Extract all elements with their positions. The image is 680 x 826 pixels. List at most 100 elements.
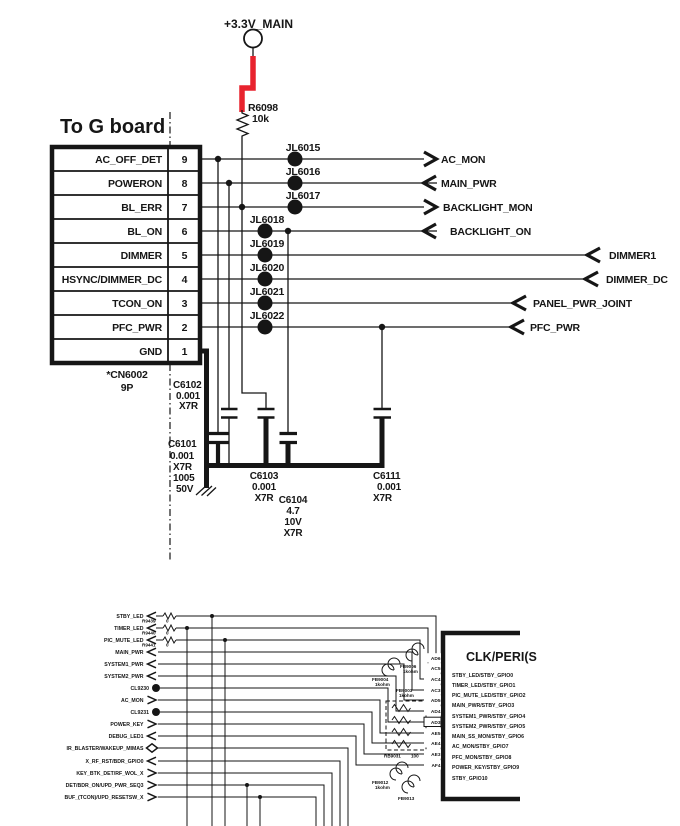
block-pin-label: SYSTEM1_PWR/STBY_GPIO4: [452, 714, 525, 720]
cap-label: X7R: [373, 493, 393, 504]
resistor-value: 0: [166, 619, 169, 624]
jumper-dot-jl6016: [287, 175, 303, 191]
clk-peri-block: CLK/PERI(S STBY_LED/STBY_GPIO0 TIMER_LED…: [423, 630, 537, 802]
resistor-value: 0: [166, 631, 169, 636]
arrow-in-icon: [509, 294, 527, 312]
resistor-symbol: [391, 715, 411, 725]
power-net-label: +3.3V_MAIN: [224, 17, 293, 31]
pin-name: BL_ERR: [121, 202, 162, 214]
arrow-in-icon: [145, 623, 157, 633]
cap-label: 0.001: [377, 482, 402, 493]
bead-ref: FB9003: [396, 688, 413, 693]
connector-size: 9P: [121, 382, 134, 394]
block-pin-designators: AD6 AC5 AC4 AC3 AD5 AD4 AD3 AE5 AE4 AE3 …: [423, 653, 442, 770]
resistor-value: 0: [166, 643, 169, 648]
jumper-ref: JL6019: [250, 238, 285, 250]
connector-ref: *CN6002: [106, 369, 148, 381]
pin-designator: AC4: [431, 677, 441, 683]
cap-symbol-c6111: [373, 407, 391, 419]
resistor-ref: R9440: [142, 631, 156, 636]
jumper-ref: JL6018: [250, 214, 285, 226]
network-value: 100: [411, 754, 419, 759]
block-pin-label: SYSTEM2_PWR/STBY_GPIO5: [452, 724, 525, 730]
pin-number: 2: [182, 322, 188, 334]
block-title: CLK/PERI(S: [466, 650, 537, 664]
ferrite-beads: FB9006 1kohm FB9004 1kohm FB9003 1kohm F…: [372, 642, 425, 801]
resistor-symbol: [391, 739, 411, 749]
signal-label: AC_MON: [121, 698, 144, 704]
jumper-dot-jl6021: [257, 295, 273, 311]
signal-label: PIC_MUTE_LED: [104, 638, 144, 644]
resistor-symbol: [391, 727, 411, 737]
series-resistors: R9439 0 R9440 0 R9441 0: [142, 611, 182, 648]
resistor-symbol-r9439: [156, 611, 182, 621]
pin-number: 6: [182, 226, 188, 238]
cap-label: 50V: [176, 484, 194, 495]
pin-number: 9: [182, 154, 188, 166]
signal-label: X_RF_RST/BDR_GPIO0: [86, 759, 144, 765]
jumper-dot-jl6018: [257, 223, 273, 239]
cap-symbol-c6102: [221, 407, 238, 419]
junction-dots-top: [214, 155, 386, 331]
net-label: DIMMER1: [609, 250, 656, 262]
net-arrows-top: AC_MON MAIN_PWR BACKLIGHT_MON BACKLIGHT_…: [420, 150, 669, 336]
arrow-out-icon: [147, 780, 158, 790]
cap-label: C6111: [373, 471, 401, 482]
resistor-ref: R6098: [248, 102, 278, 114]
block-pin-label: PFC_MON/STBY_GPIO8: [452, 755, 511, 761]
signal-label: TIMER_LED: [114, 626, 144, 632]
bead-value: 1kohm: [399, 693, 414, 698]
gnd-wire: [200, 348, 209, 488]
jumper-ref: JL6015: [286, 142, 321, 154]
resistor-network-rb9031: RB9031 100: [384, 700, 427, 759]
block-pin-label: TIMER_LED/STBY_GPIO1: [452, 683, 516, 689]
resistor-symbol-r9441: [156, 635, 182, 645]
jumper-dot-jl6020: [257, 271, 273, 287]
jumper-dot-jl6019: [257, 247, 273, 263]
block-pin-label: STBY_GPIO10: [452, 776, 488, 782]
arrow-in-icon: [420, 222, 437, 240]
pin-designator: AC3: [431, 688, 441, 694]
pin-designator: AE3: [431, 752, 441, 758]
block-pin-label: POWER_KEY/STBY_GPIO9: [452, 765, 519, 771]
arrow-in-icon: [420, 174, 437, 192]
arrow-in-icon: [507, 318, 525, 336]
bottom-signal-labels: STBY_LED TIMER_LED PIC_MUTE_LED MAIN_PWR…: [65, 614, 150, 801]
resistor-symbol: [391, 703, 411, 713]
pin-designator: AE4: [431, 741, 441, 747]
block-outline: [440, 630, 520, 802]
net-label: BACKLIGHT_MON: [443, 202, 533, 214]
pin-designator: AD6: [431, 656, 441, 662]
cap-label: 4.7: [286, 506, 300, 517]
jumper-links: JL6015 JL6016 JL6017 JL6018 JL6019 JL602…: [250, 142, 321, 335]
pin-name: POWERON: [108, 178, 162, 190]
bead-ref: FB9013: [398, 796, 415, 801]
resistor-ref: R9439: [142, 619, 156, 624]
resistor-ref: R9441: [142, 643, 156, 648]
pin-number: 3: [182, 298, 188, 310]
jumper-ref: JL6016: [286, 166, 321, 178]
block-pin-label: STBY_LED/STBY_GPIO0: [452, 673, 513, 679]
cap-label: X7R: [173, 462, 193, 473]
resistor-symbol-r6098: [235, 110, 250, 139]
board-label: To G board: [60, 116, 165, 138]
power-wire-red: [239, 56, 256, 112]
bead-value: 1kohm: [375, 682, 390, 687]
pin-designator: AD3: [431, 720, 441, 726]
cap-symbol-c6101: [207, 431, 230, 445]
junction-dots-bottom: [185, 614, 262, 799]
arrow-bidir-icon: [145, 742, 159, 754]
cap-label: C6102: [173, 380, 202, 391]
bead-symbol-fb9006: [405, 642, 425, 662]
arrow-in-icon: [145, 647, 157, 657]
pin-number: 5: [182, 250, 188, 262]
bottom-signal-arrows: [145, 611, 160, 802]
bead-ref: FB9006: [400, 664, 417, 669]
pin-name: GND: [139, 346, 162, 358]
bead-value: 1kohm: [403, 669, 418, 674]
top-wires: [200, 158, 587, 488]
arrow-out-icon: [147, 719, 158, 729]
signal-label: CL9231: [131, 710, 150, 716]
